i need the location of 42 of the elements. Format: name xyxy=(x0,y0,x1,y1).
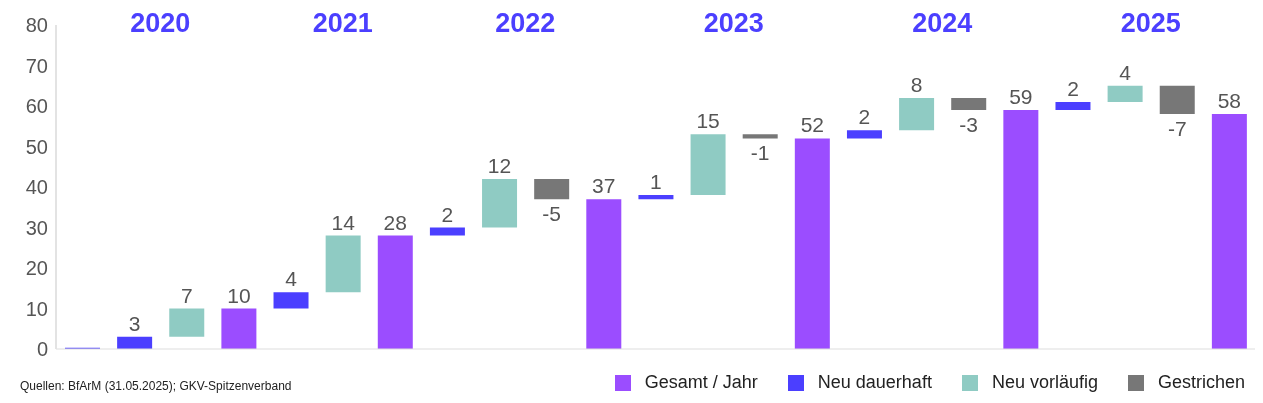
annotation: 2022 xyxy=(494,8,557,39)
legend-label: Gestrichen xyxy=(1157,372,1245,393)
y-tick-label: 30 xyxy=(25,216,48,239)
data-label: 59 xyxy=(1009,85,1033,109)
data-label: -5 xyxy=(542,202,562,226)
data-label: 37 xyxy=(592,174,616,198)
annotation: 2024 xyxy=(911,8,974,39)
data-label: 12 xyxy=(487,153,512,177)
y-tick-label: 50 xyxy=(25,135,48,158)
data-label: 7 xyxy=(180,283,193,307)
data-label: 8 xyxy=(910,72,923,96)
legend-label: Neu vorläufig xyxy=(991,372,1098,393)
y-tick-label: 40 xyxy=(25,176,48,199)
data-label: 52 xyxy=(800,113,825,137)
y-tick-label: 20 xyxy=(25,257,48,280)
data-label: 1 xyxy=(650,170,662,194)
legend-label: Neu dauerhaft xyxy=(817,372,932,393)
data-label: 15 xyxy=(696,109,720,133)
data-label: 4 xyxy=(285,267,298,291)
data-label: 4 xyxy=(1119,60,1132,84)
data-label: 14 xyxy=(331,210,356,234)
data-label: -3 xyxy=(959,113,979,137)
source-note: Quellen: BfArM (31.05.2025); GKV-Spitzenverband xyxy=(20,379,292,393)
y-tick-label: 70 xyxy=(25,54,48,77)
data-label: 3 xyxy=(128,311,141,335)
data-label: 2 xyxy=(1067,76,1079,100)
y-tick-label: 80 xyxy=(25,14,48,37)
annotation: 2025 xyxy=(1119,8,1182,39)
data-label: -1 xyxy=(750,141,770,165)
data-label: 58 xyxy=(1217,89,1242,113)
y-tick-label: 60 xyxy=(25,95,48,118)
data-label: -7 xyxy=(1167,117,1187,141)
data-label: 2 xyxy=(858,105,871,129)
data-label: 10 xyxy=(227,283,251,307)
data-label: 2 xyxy=(441,202,454,226)
annotation: 2020 xyxy=(129,8,192,39)
y-tick-label: 10 xyxy=(25,297,48,320)
annotation: 2023 xyxy=(702,8,765,39)
y-tick-label: 0 xyxy=(36,338,48,361)
data-label: 28 xyxy=(383,210,407,234)
legend-label: Gesamt / Jahr xyxy=(644,372,758,393)
annotation: 2021 xyxy=(311,8,374,39)
